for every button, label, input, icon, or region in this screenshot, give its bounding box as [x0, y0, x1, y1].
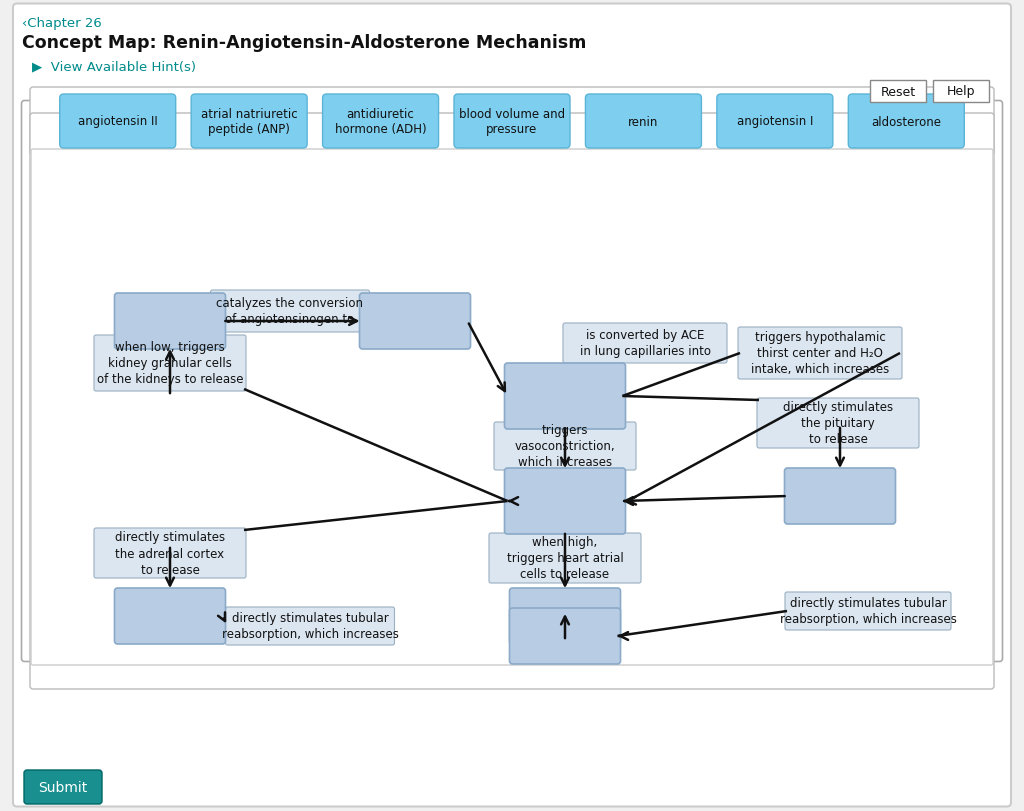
FancyBboxPatch shape: [191, 95, 307, 148]
FancyBboxPatch shape: [510, 588, 621, 644]
FancyBboxPatch shape: [784, 469, 896, 525]
Text: directly stimulates
the adrenal cortex
to release: directly stimulates the adrenal cortex t…: [115, 531, 225, 576]
Text: angiotensin II: angiotensin II: [78, 115, 158, 128]
Text: directly stimulates
the pituitary
to release: directly stimulates the pituitary to rel…: [783, 401, 893, 446]
FancyBboxPatch shape: [323, 95, 438, 148]
Text: catalyzes the conversion
of angiotensinogen to: catalyzes the conversion of angiotensino…: [216, 297, 364, 326]
FancyBboxPatch shape: [738, 328, 902, 380]
Text: antidiuretic
hormone (ADH): antidiuretic hormone (ADH): [335, 107, 426, 136]
FancyBboxPatch shape: [24, 770, 102, 804]
FancyBboxPatch shape: [505, 469, 626, 534]
FancyBboxPatch shape: [94, 336, 246, 392]
Text: is converted by ACE
in lung capillaries into: is converted by ACE in lung capillaries …: [580, 329, 711, 358]
FancyBboxPatch shape: [717, 95, 833, 148]
Text: when high,
triggers heart atrial
cells to release: when high, triggers heart atrial cells t…: [507, 536, 624, 581]
FancyBboxPatch shape: [454, 95, 570, 148]
Text: triggers
vasoconstriction,
which increases: triggers vasoconstriction, which increas…: [515, 424, 615, 469]
FancyBboxPatch shape: [505, 363, 626, 430]
Text: Help: Help: [947, 85, 975, 98]
FancyBboxPatch shape: [848, 95, 965, 148]
FancyBboxPatch shape: [586, 95, 701, 148]
FancyBboxPatch shape: [211, 290, 370, 333]
FancyBboxPatch shape: [225, 607, 394, 646]
Text: ‹Chapter 26: ‹Chapter 26: [22, 17, 101, 30]
Text: Submit: Submit: [38, 780, 88, 794]
FancyBboxPatch shape: [757, 398, 919, 448]
FancyBboxPatch shape: [30, 88, 994, 156]
FancyBboxPatch shape: [359, 294, 470, 350]
FancyBboxPatch shape: [489, 534, 641, 583]
FancyBboxPatch shape: [115, 294, 225, 350]
FancyBboxPatch shape: [785, 592, 951, 630]
FancyBboxPatch shape: [59, 95, 176, 148]
Text: when low, triggers
kidney granular cells
of the kidneys to release: when low, triggers kidney granular cells…: [96, 341, 244, 386]
Bar: [933, 81, 989, 103]
Text: angiotensin I: angiotensin I: [736, 115, 813, 128]
Text: triggers hypothalamic
thirst center and H₂O
intake, which increases: triggers hypothalamic thirst center and …: [751, 331, 889, 376]
FancyBboxPatch shape: [30, 114, 994, 689]
Text: renin: renin: [629, 115, 658, 128]
Text: blood volume and
pressure: blood volume and pressure: [459, 107, 565, 136]
FancyBboxPatch shape: [94, 528, 246, 578]
FancyBboxPatch shape: [13, 5, 1011, 806]
Text: atrial natriuretic
peptide (ANP): atrial natriuretic peptide (ANP): [201, 107, 297, 136]
Text: Reset: Reset: [881, 85, 915, 98]
FancyBboxPatch shape: [22, 101, 1002, 662]
FancyBboxPatch shape: [31, 150, 993, 665]
FancyBboxPatch shape: [510, 608, 621, 664]
FancyBboxPatch shape: [115, 588, 225, 644]
Text: directly stimulates tubular
reabsorption, which increases: directly stimulates tubular reabsorption…: [779, 597, 956, 626]
Text: Concept Map: Renin-Angiotensin-Aldosterone Mechanism: Concept Map: Renin-Angiotensin-Aldostero…: [22, 34, 587, 52]
Bar: [870, 81, 926, 103]
Text: ▶  View Available Hint(s): ▶ View Available Hint(s): [32, 60, 196, 73]
FancyBboxPatch shape: [563, 324, 727, 363]
Text: directly stimulates tubular
reabsorption, which increases: directly stimulates tubular reabsorption…: [221, 611, 398, 641]
FancyBboxPatch shape: [494, 423, 636, 470]
Text: aldosterone: aldosterone: [871, 115, 941, 128]
